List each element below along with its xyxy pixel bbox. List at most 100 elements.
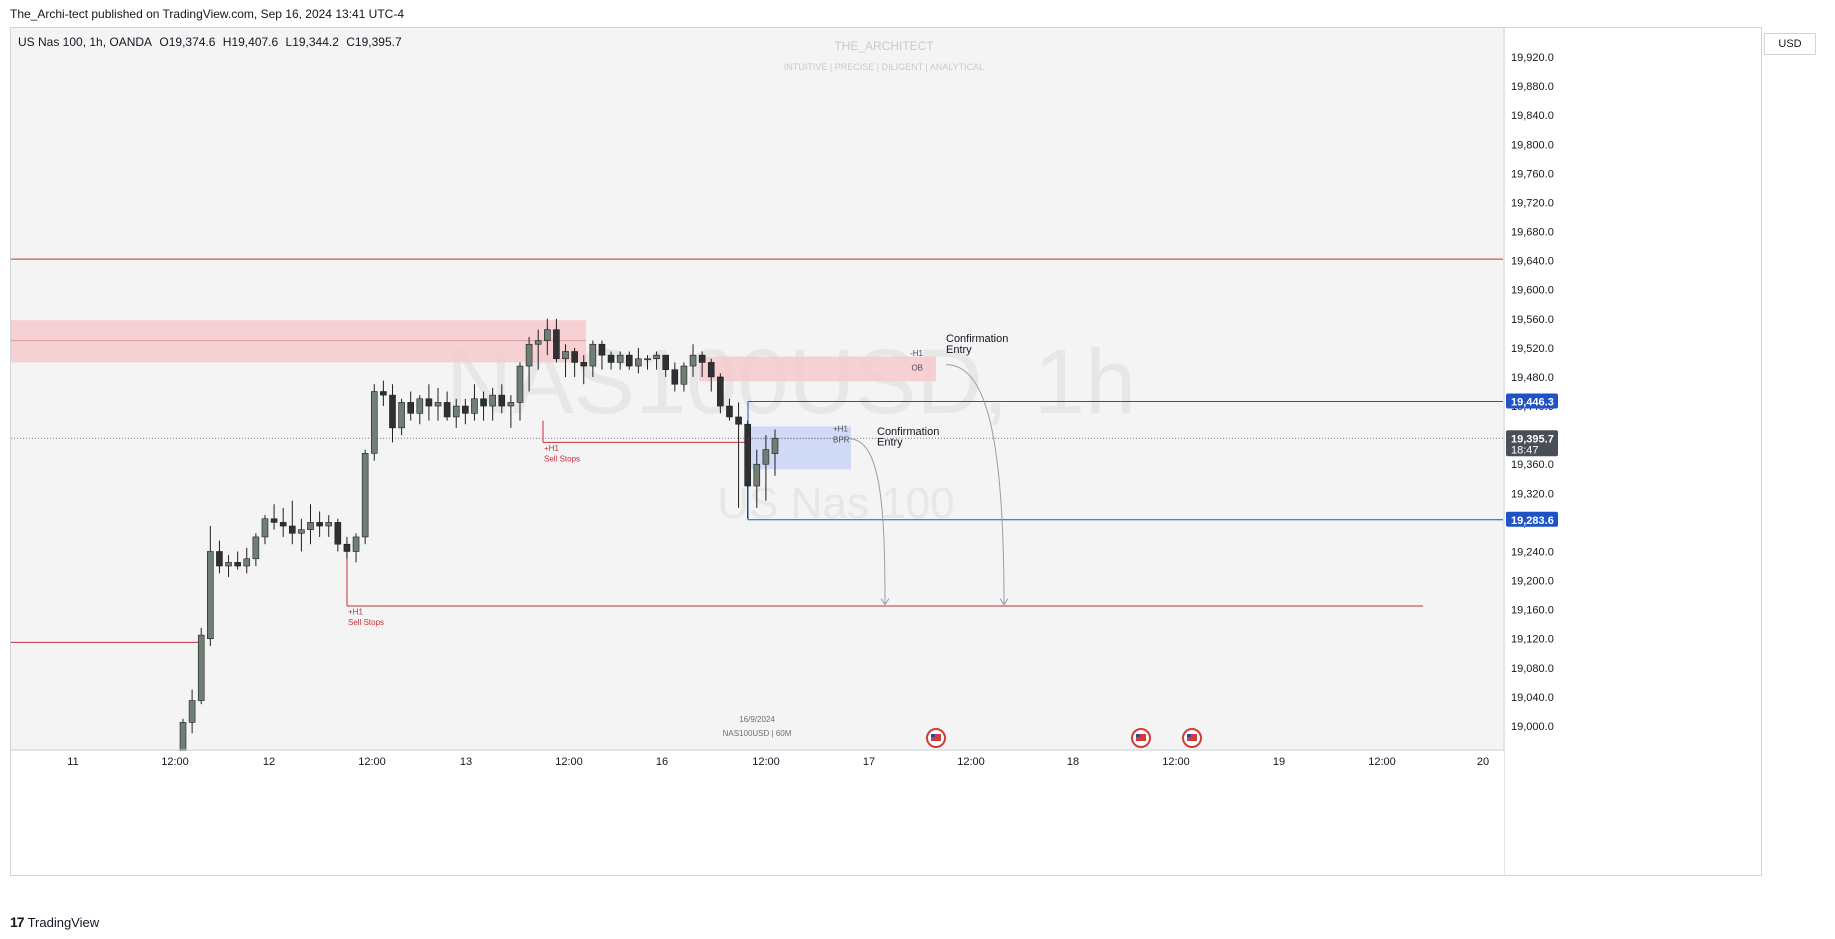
candle[interactable] <box>544 318 551 356</box>
candle-body <box>434 402 442 407</box>
candle[interactable] <box>370 384 378 461</box>
chart-area[interactable]: THE_ARCHITECT INTUITIVE | PRECISE | DILI… <box>10 27 1762 876</box>
candle-body <box>680 365 688 385</box>
candle[interactable] <box>689 344 697 377</box>
candle[interactable] <box>334 518 342 552</box>
date-marker: 16/9/2024 <box>739 715 775 724</box>
candle[interactable] <box>553 318 560 363</box>
candle[interactable] <box>452 398 460 428</box>
candle[interactable] <box>498 384 506 414</box>
candle[interactable] <box>562 344 569 377</box>
candle[interactable] <box>270 504 278 530</box>
candle[interactable] <box>380 380 387 407</box>
candle-body <box>279 522 287 527</box>
candle[interactable] <box>516 362 524 421</box>
candle[interactable] <box>234 551 241 570</box>
candle[interactable] <box>216 540 223 574</box>
supply-zone-left <box>11 320 586 363</box>
tradingview-logo-icon: 17 <box>10 914 25 930</box>
candle-body <box>762 449 770 465</box>
candle-body <box>462 405 469 414</box>
y-tick-label: 19,560.0 <box>1511 314 1554 326</box>
candle[interactable] <box>671 362 679 392</box>
price-tag[interactable]: 19,446.3 <box>1506 393 1558 409</box>
price-tag[interactable]: 19,283.6 <box>1506 511 1558 527</box>
candle[interactable] <box>534 329 542 370</box>
candle[interactable] <box>662 354 670 377</box>
candle-body <box>261 518 269 538</box>
ob-label-tf: -H1 <box>910 349 923 358</box>
candle[interactable] <box>625 351 633 370</box>
y-tick-label: 19,040.0 <box>1511 692 1554 704</box>
candle[interactable] <box>188 689 196 734</box>
candle[interactable] <box>471 384 478 421</box>
candlestick-chart[interactable]: THE_ARCHITECT INTUITIVE | PRECISE | DILI… <box>11 28 1761 875</box>
candle[interactable] <box>261 515 269 545</box>
candle[interactable] <box>225 555 232 577</box>
candle[interactable] <box>726 398 733 421</box>
candle[interactable] <box>698 351 706 377</box>
candle[interactable] <box>398 398 405 436</box>
symbol-marker: NAS100USD | 60M <box>723 729 792 738</box>
candle-body <box>616 354 624 363</box>
candle[interactable] <box>589 340 597 377</box>
candle[interactable] <box>197 627 205 705</box>
candle-body <box>416 398 424 414</box>
candle[interactable] <box>298 518 305 552</box>
price-tag[interactable]: 19,395.718:47 <box>1506 430 1558 457</box>
symbol-legend[interactable]: US Nas 100, 1h, OANDA O19,374.6 H19,407.… <box>18 35 406 49</box>
candle[interactable] <box>425 384 433 421</box>
us-event-flag-icon[interactable] <box>1131 728 1151 748</box>
candle[interactable] <box>352 533 360 563</box>
candle[interactable] <box>434 387 442 421</box>
candle[interactable] <box>462 398 469 425</box>
candle[interactable] <box>735 402 742 508</box>
candle[interactable] <box>753 449 761 508</box>
candle[interactable] <box>325 515 333 537</box>
candle[interactable] <box>644 355 651 370</box>
candle[interactable] <box>635 347 642 374</box>
legend-symbol[interactable]: US Nas 100, 1h, OANDA <box>18 35 153 49</box>
legend-low: L19,344.2 <box>285 35 339 49</box>
candle[interactable] <box>288 500 296 545</box>
candle[interactable] <box>762 435 770 501</box>
brand-name: TradingView <box>27 914 100 930</box>
x-tick-label: 12 <box>263 756 275 768</box>
tradingview-footer[interactable]: 17 TradingView <box>10 914 99 930</box>
candle[interactable] <box>744 420 751 519</box>
candle[interactable] <box>252 533 260 567</box>
candle[interactable] <box>598 340 606 370</box>
candle[interactable] <box>607 351 615 370</box>
candle[interactable] <box>707 358 715 392</box>
candle[interactable] <box>525 336 533 392</box>
candle[interactable] <box>653 351 660 370</box>
candle[interactable] <box>580 355 588 385</box>
candle[interactable] <box>343 536 351 559</box>
candle[interactable] <box>443 391 451 421</box>
candle[interactable] <box>316 511 323 537</box>
currency-selector[interactable]: USD <box>1764 33 1816 55</box>
candle[interactable] <box>571 347 578 377</box>
candle[interactable] <box>489 387 496 421</box>
us-event-flag-icon[interactable] <box>1182 728 1202 748</box>
candle[interactable] <box>507 395 515 428</box>
candle[interactable] <box>207 526 214 647</box>
candle-body <box>370 391 378 454</box>
candle[interactable] <box>407 391 414 421</box>
us-event-flag-icon[interactable] <box>926 728 946 748</box>
candle[interactable] <box>717 373 724 414</box>
candle[interactable] <box>480 391 487 421</box>
candle[interactable] <box>307 504 314 545</box>
candle[interactable] <box>616 351 624 370</box>
candle-body <box>288 525 296 534</box>
candle[interactable] <box>680 362 688 392</box>
candle[interactable] <box>243 547 251 574</box>
candle[interactable] <box>279 507 287 537</box>
candle-body <box>607 354 615 363</box>
watermark-tagline: INTUITIVE | PRECISE | DILIGENT | ANALYTI… <box>784 62 984 72</box>
candle[interactable] <box>416 395 424 425</box>
candle-body <box>589 343 597 367</box>
candle[interactable] <box>771 429 779 476</box>
candle[interactable] <box>389 384 396 443</box>
candle[interactable] <box>361 449 369 545</box>
